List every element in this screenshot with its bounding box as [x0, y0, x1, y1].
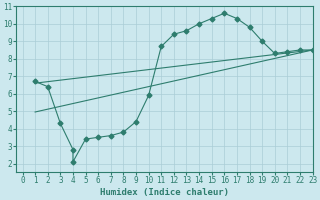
- X-axis label: Humidex (Indice chaleur): Humidex (Indice chaleur): [100, 188, 229, 197]
